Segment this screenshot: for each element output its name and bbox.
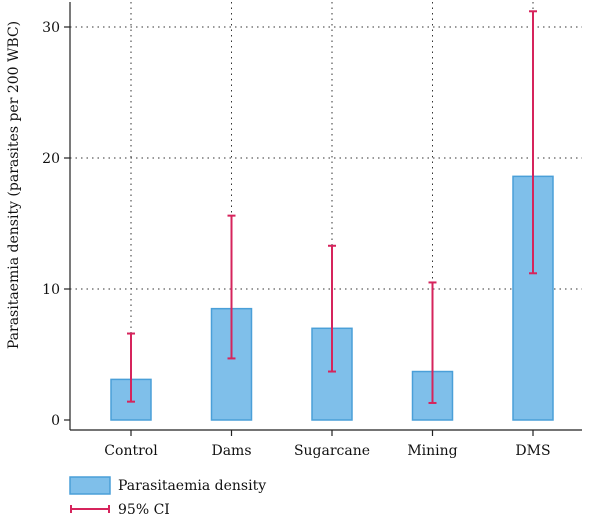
legend-label-bar: Parasitaemia density (118, 478, 266, 494)
y-tick-label-0: 0 (51, 413, 60, 429)
y-tick-label-20: 20 (42, 151, 60, 167)
error-bars (127, 10, 537, 404)
x-tick-label-dams: Dams (211, 443, 251, 459)
x-tick-label-sugarcane: Sugarcane (294, 443, 370, 459)
y-tick-label-10: 10 (42, 282, 60, 298)
y-axis-title: Parasitaemia density (parasites per 200 … (6, 21, 22, 349)
axes (64, 2, 582, 436)
y-tick-label-30: 30 (42, 20, 60, 36)
legend-label-ci: 95% CI (118, 502, 170, 515)
x-tick-label-dms: DMS (515, 443, 550, 459)
tick-labels: 0 10 20 30 Control Dams Sugarcane Mining DMS (42, 20, 550, 459)
legend: Parasitaemia density 95% CI (69, 476, 266, 515)
x-tick-label-control: Control (104, 443, 158, 459)
legend-swatch-bar (69, 476, 111, 495)
x-tick-label-mining: Mining (407, 443, 457, 459)
